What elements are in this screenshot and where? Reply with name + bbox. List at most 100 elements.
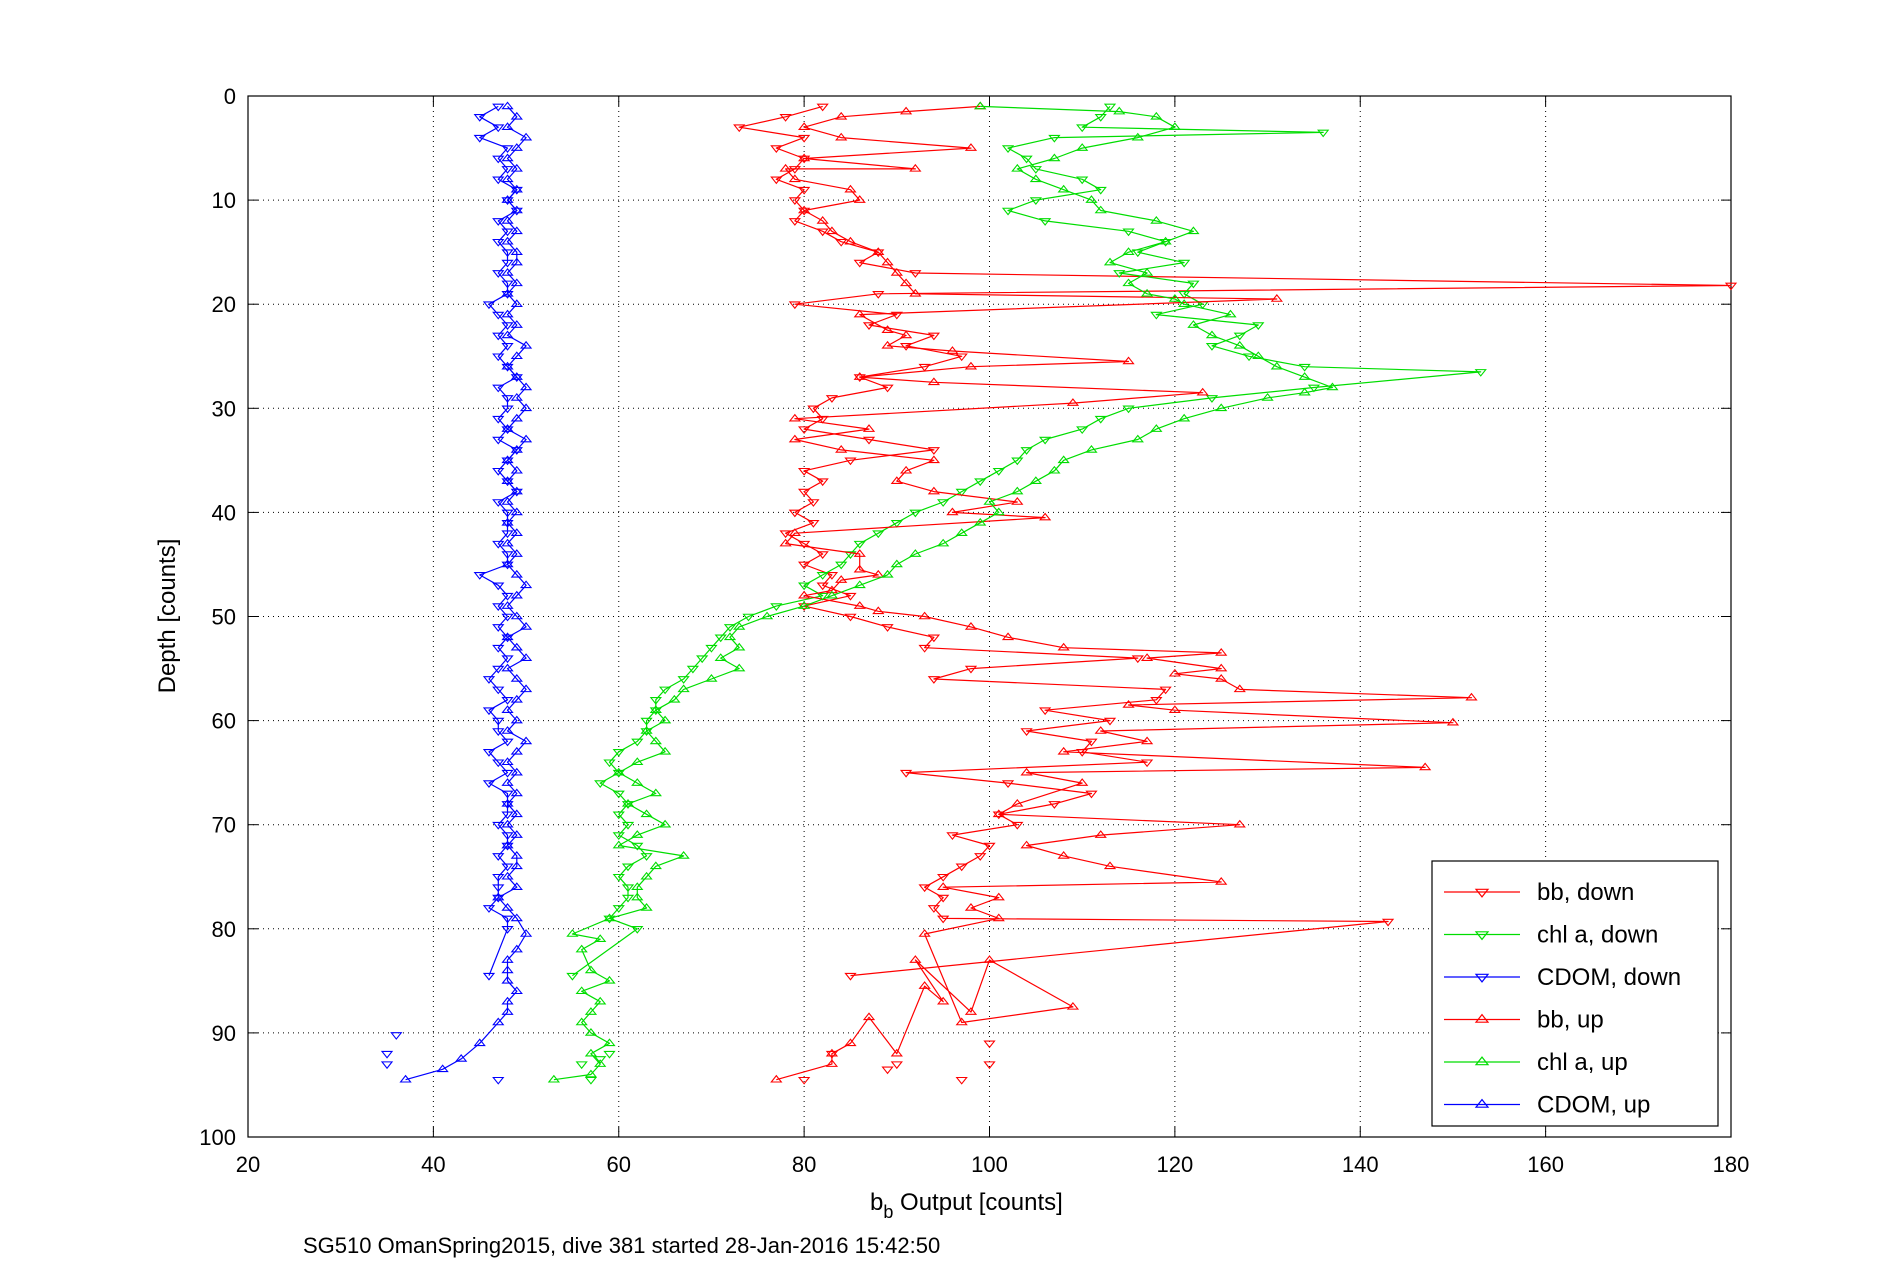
data-point-marker — [1001, 780, 1015, 788]
data-point-marker — [788, 413, 801, 422]
data-point-marker — [825, 226, 839, 235]
data-point-marker — [1122, 700, 1135, 708]
data-point-marker — [1020, 447, 1033, 455]
data-point-marker — [501, 757, 514, 766]
data-point-marker — [1103, 717, 1117, 726]
data-point-marker — [797, 540, 811, 549]
data-point-marker — [492, 728, 505, 736]
x-axis-label-rest: Output [counts] — [893, 1189, 1062, 1216]
data-point-marker — [1159, 686, 1172, 695]
series-cdom-down-deep — [380, 1032, 505, 1085]
legend-entry-label: CDOM, up — [1537, 1092, 1650, 1119]
data-point-marker — [603, 1038, 616, 1047]
data-point-marker — [1187, 320, 1200, 328]
data-point-marker — [612, 905, 625, 913]
data-point-marker — [492, 884, 505, 893]
data-point-marker — [1038, 436, 1052, 445]
data-point-marker — [872, 247, 885, 255]
data-point-marker — [677, 850, 690, 859]
data-point-marker — [1317, 129, 1330, 138]
data-point-marker — [501, 842, 514, 851]
data-point-marker — [964, 361, 978, 370]
legend-marker-sample — [1474, 1013, 1490, 1023]
data-point-marker — [816, 582, 829, 591]
data-point-marker — [1076, 124, 1089, 133]
data-point-marker — [779, 538, 792, 547]
data-point-marker — [492, 892, 505, 901]
data-point-marker — [1140, 653, 1154, 661]
legend-marker-sample — [1474, 888, 1490, 898]
series-line — [553, 105, 1334, 1081]
data-point-marker — [1029, 476, 1042, 484]
data-point-marker — [1085, 738, 1098, 747]
data-point-marker — [686, 665, 700, 674]
data-point-marker — [881, 325, 894, 334]
data-point-marker — [835, 132, 848, 141]
data-point-marker — [492, 499, 505, 507]
data-point-marker — [946, 507, 959, 516]
data-point-marker — [779, 530, 792, 539]
data-point-marker — [492, 717, 505, 726]
data-point-marker — [1066, 1001, 1080, 1010]
data-point-marker — [492, 218, 505, 226]
data-point-marker — [584, 1076, 598, 1085]
data-point-marker — [501, 405, 514, 414]
data-point-marker — [1103, 257, 1117, 266]
data-point-marker — [501, 457, 514, 466]
data-point-marker — [519, 621, 533, 630]
y-tick-label: 10 — [212, 188, 236, 213]
data-point-marker — [482, 905, 496, 913]
data-point-marker — [1205, 395, 1219, 403]
data-point-marker — [1178, 299, 1191, 307]
data-point-marker — [918, 884, 931, 893]
data-point-marker — [492, 238, 505, 247]
data-point-marker — [909, 288, 922, 297]
data-point-marker — [640, 726, 653, 734]
data-point-marker — [733, 663, 746, 672]
data-point-marker — [714, 653, 727, 661]
data-point-marker — [594, 1059, 607, 1067]
data-point-marker — [1076, 143, 1089, 151]
data-point-marker — [640, 903, 653, 911]
data-point-marker — [566, 929, 579, 937]
data-point-marker — [510, 299, 523, 307]
data-point-marker — [788, 218, 801, 226]
data-point-marker — [937, 894, 950, 903]
data-point-marker — [733, 621, 746, 630]
data-point-marker — [1094, 205, 1107, 214]
data-point-marker — [501, 195, 514, 203]
data-point-marker — [482, 676, 496, 684]
data-point-marker — [1178, 413, 1191, 422]
data-point-marker — [1057, 746, 1070, 755]
data-point-marker — [519, 653, 533, 661]
data-point-marker — [955, 1076, 968, 1085]
data-point-marker — [621, 884, 635, 893]
data-point-marker — [510, 163, 523, 172]
data-point-marker — [584, 1048, 598, 1057]
data-point-marker — [519, 340, 533, 349]
data-point-marker — [510, 944, 523, 953]
data-point-marker — [492, 582, 505, 591]
data-point-marker — [501, 819, 514, 828]
x-tick-label: 140 — [1342, 1152, 1379, 1177]
data-point-marker — [844, 1038, 857, 1047]
data-point-marker — [510, 674, 523, 682]
data-point-marker — [1057, 850, 1070, 859]
data-point-marker — [612, 840, 625, 849]
data-point-marker — [1094, 186, 1107, 195]
data-point-marker — [927, 634, 941, 643]
data-point-marker — [946, 346, 959, 354]
data-point-marker — [807, 520, 820, 528]
series-chl-a-up — [547, 101, 1339, 1083]
data-point-marker — [501, 726, 514, 734]
data-point-marker — [1381, 918, 1395, 927]
data-point-marker — [862, 322, 876, 330]
data-point-marker — [492, 311, 505, 320]
data-point-marker — [1029, 174, 1042, 183]
data-point-marker — [501, 663, 514, 672]
data-point-marker — [510, 767, 523, 776]
x-tick-label: 80 — [792, 1152, 816, 1177]
data-point-marker — [862, 436, 876, 445]
data-point-marker — [890, 559, 903, 568]
data-point-marker — [1724, 282, 1738, 291]
